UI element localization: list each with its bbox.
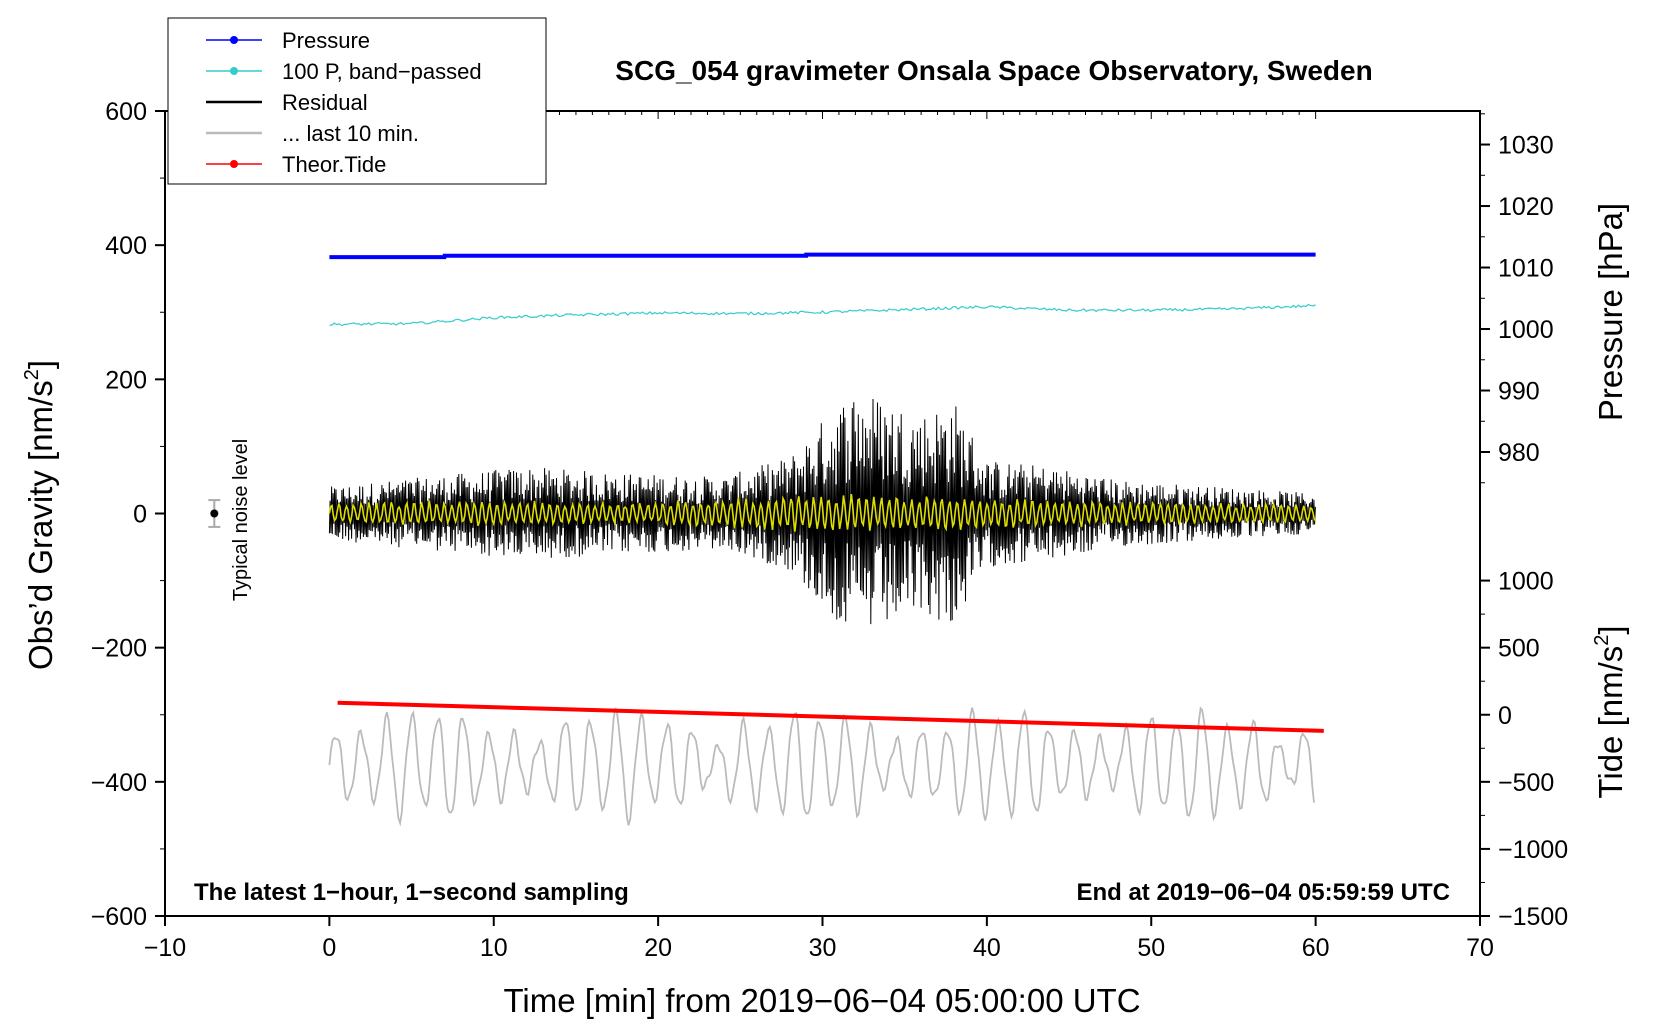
noise-point — [210, 509, 219, 518]
tide-axis-title-close: ] — [1592, 625, 1629, 634]
x-tick-label: 10 — [480, 934, 508, 962]
annotation-left: The latest 1−hour, 1−second sampling — [194, 879, 629, 906]
x-axis: −10 0 10 20 30 40 50 60 70 — [144, 916, 1494, 962]
tide-tick-label: 500 — [1498, 635, 1540, 663]
tide-tick-label: −1500 — [1498, 903, 1568, 931]
series-band-passed — [329, 303, 1316, 327]
x-tick-label: −10 — [144, 934, 186, 962]
legend-label: ... last 10 min. — [282, 121, 419, 146]
x-tick-label: 0 — [322, 934, 336, 962]
legend-label: 100 P, band−passed — [282, 59, 482, 84]
tide-tick-label: −500 — [1498, 769, 1554, 797]
x-tick-label: 30 — [809, 934, 837, 962]
x-tick-label: 70 — [1466, 934, 1494, 962]
series-theor-tide — [337, 700, 1324, 733]
tide-axis-title: Tide [nm/s2] — [1591, 625, 1629, 798]
pressure-tick-label: 1020 — [1498, 193, 1554, 221]
y-left-tick-label: 0 — [133, 501, 147, 529]
y-left-tick-label: −400 — [91, 769, 147, 797]
x-tick-label: 20 — [644, 934, 672, 962]
tide-axis-title-sup: 2 — [1591, 635, 1613, 646]
legend-label: Pressure — [282, 28, 370, 53]
y-left-axis-title-close: ] — [22, 360, 59, 369]
annotation-right: End at 2019−06−04 05:59:59 UTC — [1076, 879, 1450, 906]
pressure-tick-label: 1030 — [1498, 132, 1554, 160]
legend-label: Residual — [282, 90, 368, 115]
noise-level-marker — [208, 499, 221, 528]
tide-axis: 1000 500 0 −500 −1000 −1500 — [1480, 568, 1568, 931]
y-left-axis-title-sup: 2 — [21, 369, 43, 380]
tide-tick-label: −1000 — [1498, 836, 1568, 864]
x-tick-label: 40 — [973, 934, 1001, 962]
pressure-axis: 1030 1020 1010 1000 990 980 — [1480, 113, 1554, 484]
pressure-tick-label: 1010 — [1498, 255, 1554, 283]
y-left-axis: 600 400 200 0 −200 −400 −600 — [91, 98, 165, 931]
legend: Pressure 100 P, band−passed Residual ... la… — [167, 17, 547, 185]
y-left-tick-label: −200 — [91, 635, 147, 663]
tide-tick-label: 1000 — [1498, 568, 1554, 596]
chart-title: SCG_054 gravimeter Onsala Space Observat… — [615, 55, 1372, 86]
legend-marker — [230, 160, 238, 168]
x-tick-label: 60 — [1302, 934, 1330, 962]
pressure-axis-title: Pressure [hPa] — [1592, 203, 1629, 421]
noise-level-label: Typical noise level — [230, 439, 252, 601]
pressure-tick-label: 980 — [1498, 439, 1540, 467]
series-smoothed-residual — [328, 494, 1317, 532]
tide-tick-label: 0 — [1498, 702, 1512, 730]
x-tick-label: 50 — [1137, 934, 1165, 962]
series-last-10-min — [328, 706, 1315, 827]
y-left-axis-title: Obs’d Gravity [nm/s2] — [21, 360, 59, 670]
legend-marker — [230, 67, 238, 75]
tide-axis-title-main: Tide [nm/s — [1592, 646, 1629, 799]
legend-label: Theor.Tide — [282, 152, 386, 177]
y-left-tick-label: 600 — [105, 98, 147, 126]
pressure-tick-label: 990 — [1498, 378, 1540, 406]
series-layer — [328, 252, 1324, 827]
x-axis-title: Time [min] from 2019−06−04 05:00:00 UTC — [503, 982, 1140, 1019]
y-left-tick-label: 200 — [105, 366, 147, 394]
legend-marker — [230, 36, 238, 44]
y-left-tick-label: −600 — [91, 903, 147, 931]
series-pressure — [329, 252, 1316, 260]
y-left-axis-title-main: Obs’d Gravity [nm/s — [22, 380, 59, 670]
pressure-tick-label: 1000 — [1498, 316, 1554, 344]
y-left-tick-label: 400 — [105, 232, 147, 260]
